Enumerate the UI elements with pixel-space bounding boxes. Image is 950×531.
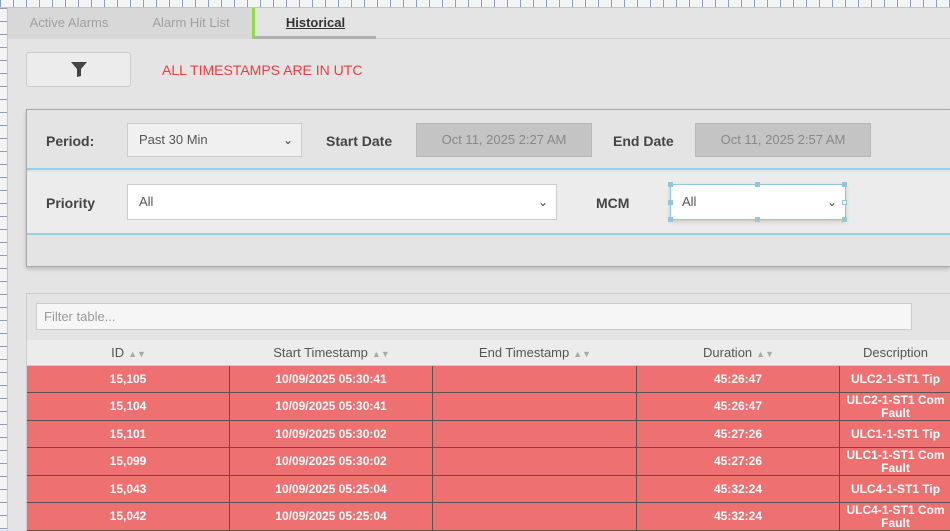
cell-duration: 45:27:26 [637,421,840,447]
cell-start: 10/09/2025 05:30:02 [230,448,433,475]
priority-label: Priority [46,195,96,211]
end-date-label: End Date [613,133,674,149]
sort-icon: ▲▼ [756,349,774,359]
cell-id: 15,042 [27,503,230,530]
table-header: ID ▲▼ Start Timestamp ▲▼ End Timestamp ▲▼ D… [27,340,950,366]
cell-duration: 45:32:24 [637,503,840,530]
cell-id: 15,099 [27,448,230,475]
resize-handle[interactable] [668,200,673,205]
column-header-id[interactable]: ID ▲▼ [111,345,146,360]
cell-end [433,393,637,420]
mcm-value: All [682,194,697,209]
resize-handle[interactable] [668,182,673,187]
table-row[interactable]: 15,042 10/09/2025 05:25:04 45:32:24 ULC4-1-… [27,503,950,531]
cell-end [433,476,637,502]
cell-id: 15,101 [27,421,230,447]
table-row[interactable]: 15,104 10/09/2025 05:30:41 45:26:47 ULC2-1-… [27,393,950,421]
ruler-top [0,0,950,8]
filter-toggle-button[interactable] [26,52,131,87]
sort-icon: ▲▼ [371,349,390,359]
column-header-description[interactable]: Description [862,345,929,360]
cell-duration: 45:27:26 [637,448,840,475]
cell-start: 10/09/2025 05:25:04 [230,476,433,502]
cell-end [433,421,637,447]
cell-id: 15,104 [27,393,230,420]
ruler-left [0,8,8,530]
table-row[interactable]: 15,105 10/09/2025 05:30:41 45:26:47 ULC2-1-… [27,366,950,393]
chevron-down-icon: ⌄ [537,195,548,209]
resize-handle[interactable] [842,217,847,222]
resize-handle[interactable] [755,217,760,222]
tab-historical[interactable]: Historical [252,8,376,39]
tab-bar: Active Alarms Alarm Hit List Historical [8,8,950,39]
end-date-field[interactable]: Oct 11, 2025 2:57 AM [695,123,871,157]
column-header-start[interactable]: Start Timestamp ▲▼ [273,345,390,360]
cell-start: 10/09/2025 05:30:41 [230,393,433,420]
column-header-duration[interactable]: Duration ▲▼ [703,345,774,360]
resize-handle[interactable] [842,182,847,187]
tab-alarm-hit-list[interactable]: Alarm Hit List [130,8,252,39]
cell-id: 15,105 [27,366,230,392]
utc-notice: ALL TIMESTAMPS ARE IN UTC [162,62,363,78]
cell-duration: 45:26:47 [637,393,840,420]
priority-value: All [139,194,154,209]
filter-icon [70,62,87,77]
resize-handle[interactable] [755,182,760,187]
alarm-table: Filter table... ID ▲▼ Start Timestamp ▲▼ E… [26,293,950,531]
cell-end [433,366,637,392]
resize-handle[interactable] [842,200,847,205]
tab-active-alarms[interactable]: Active Alarms [8,8,130,39]
sort-icon: ▲▼ [128,349,146,359]
sort-icon: ▲▼ [573,349,592,359]
start-date-label: Start Date [326,133,393,149]
cell-duration: 45:32:24 [637,476,840,502]
filter-panel: Period: Past 30 Min ⌄ Start Date Oct 11,… [26,109,950,267]
cell-end [433,503,637,530]
mcm-select[interactable]: All ⌄ [670,184,846,220]
resize-handle[interactable] [668,217,673,222]
cell-start: 10/09/2025 05:30:02 [230,421,433,447]
mcm-label: MCM [596,195,630,211]
period-label: Period: [46,133,95,149]
chevron-down-icon: ⌄ [826,195,837,209]
table-row[interactable]: 15,099 10/09/2025 05:30:02 45:27:26 ULC1-1-… [27,448,950,476]
cell-desc: ULC1-1-ST1 Com Fault [846,447,945,475]
cell-start: 10/09/2025 05:30:41 [230,366,433,392]
cell-desc: ULC1-1-ST1 Tip [850,426,941,441]
cell-end [433,448,637,475]
cell-desc: ULC2-1-ST1 Tip [850,371,941,386]
cell-start: 10/09/2025 05:25:04 [230,503,433,530]
cell-desc: ULC2-1-ST1 Com Fault [846,392,945,420]
cell-duration: 45:26:47 [637,366,840,392]
cell-id: 15,043 [27,476,230,502]
chevron-down-icon: ⌄ [282,133,293,147]
filter-table-input[interactable]: Filter table... [36,303,912,330]
cell-desc: ULC4-1-ST1 Com Fault [846,502,945,530]
column-header-end[interactable]: End Timestamp ▲▼ [478,345,592,360]
period-value: Past 30 Min [139,132,208,147]
period-select[interactable]: Past 30 Min ⌄ [127,123,302,157]
cell-desc: ULC4-1-ST1 Tip [850,481,941,496]
start-date-field[interactable]: Oct 11, 2025 2:27 AM [416,123,592,157]
table-row[interactable]: 15,101 10/09/2025 05:30:02 45:27:26 ULC1-1-… [27,421,950,448]
priority-select[interactable]: All ⌄ [127,184,557,220]
table-row[interactable]: 15,043 10/09/2025 05:25:04 45:32:24 ULC4-1-… [27,476,950,503]
